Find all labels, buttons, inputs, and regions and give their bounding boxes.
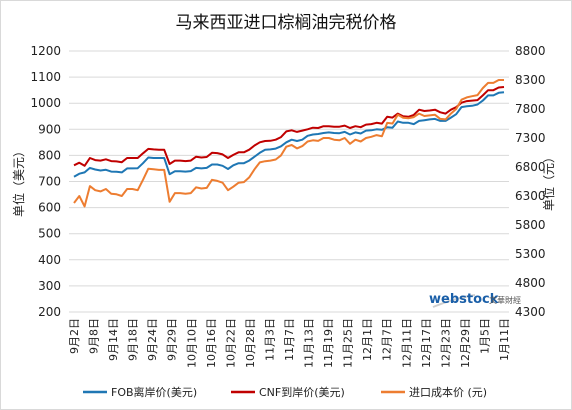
right-axis-tick-label: 8300 bbox=[515, 73, 546, 87]
x-axis-tick-label: 12月17日 bbox=[420, 318, 433, 368]
x-axis-tick-label: 9月18日 bbox=[127, 318, 140, 361]
x-axis-tick-label: 12月11日 bbox=[400, 318, 413, 368]
x-axis-tick-label: 12月7日 bbox=[381, 318, 394, 361]
series-line-1 bbox=[73, 91, 505, 178]
x-axis-tick-label: 9月29日 bbox=[166, 318, 179, 361]
legend-label: CNF到岸价(美元) bbox=[259, 386, 345, 399]
x-axis-tick-label: 9月2日 bbox=[68, 318, 81, 354]
right-axis-tick-label: 8800 bbox=[515, 44, 546, 58]
x-axis-tick-label: 9月14日 bbox=[107, 318, 120, 361]
left-axis-tick-label: 500 bbox=[38, 227, 61, 241]
grid-lines bbox=[69, 50, 509, 313]
watermark-suffix: 文華財經 bbox=[489, 295, 521, 305]
watermark-swoosh bbox=[432, 294, 476, 308]
x-axis-tick-label: 10月16日 bbox=[205, 318, 218, 368]
x-axis-tick-label: 12月1日 bbox=[361, 318, 374, 361]
x-axis-tick-label: 11月13日 bbox=[303, 318, 316, 368]
x-axis-tick-label: 10月22日 bbox=[224, 318, 237, 368]
left-axis-tick-label: 900 bbox=[38, 122, 61, 136]
x-axis-tick-label: 1月5日 bbox=[478, 318, 491, 354]
series-lines bbox=[73, 79, 505, 208]
watermark-logo: webstock 文華財經 bbox=[429, 292, 521, 308]
left-axis-tick-label: 600 bbox=[38, 201, 61, 215]
left-axis-label: 单位（美元） bbox=[11, 145, 26, 217]
x-axis-tick-label: 11月7日 bbox=[283, 318, 296, 361]
left-axis-tick-label: 700 bbox=[38, 175, 61, 189]
left-axis-tick-label: 1200 bbox=[30, 44, 61, 58]
right-axis-tick-label: 4300 bbox=[515, 305, 546, 319]
right-axis-ticks: 4300 4800 5300 5800 6300 6800 7300 7800 8300 8800 bbox=[515, 44, 546, 319]
legend-label: 进口成本价 (元) bbox=[409, 385, 487, 399]
x-axis-tick-label: 1月11日 bbox=[498, 318, 511, 361]
right-axis-tick-label: 5800 bbox=[515, 218, 546, 232]
right-axis-label: 单位（元） bbox=[541, 151, 556, 211]
x-axis-tick-label: 11月25日 bbox=[342, 318, 355, 368]
x-axis-tick-label: 12月23日 bbox=[439, 318, 452, 368]
x-axis-tick-label: 10月10日 bbox=[185, 318, 198, 368]
left-axis-ticks: 200 300 400 500 600 700 800 900 1000 1100 1200 bbox=[30, 44, 61, 319]
x-axis-tick-label: 9月8日 bbox=[88, 318, 101, 354]
chart-title: 马来西亚进口棕榈油完税价格 bbox=[176, 13, 397, 33]
right-axis-tick-label: 7800 bbox=[515, 102, 546, 116]
legend-label: FOB离岸价(美元) bbox=[111, 385, 197, 399]
left-axis-tick-label: 200 bbox=[38, 305, 61, 319]
legend: FOB离岸价(美元) CNF到岸价(美元) 进口成本价 (元) bbox=[83, 385, 487, 399]
right-axis-tick-label: 6300 bbox=[515, 189, 546, 203]
x-axis-tick-label: 9月24日 bbox=[146, 318, 159, 361]
right-axis-tick-label: 4800 bbox=[515, 276, 546, 290]
watermark-brand: webstock bbox=[429, 292, 499, 307]
x-axis-tick-label: 11月3日 bbox=[263, 318, 276, 361]
series-line-3 bbox=[73, 79, 504, 208]
left-axis-tick-label: 400 bbox=[38, 253, 61, 267]
series-line-2 bbox=[73, 86, 505, 167]
left-axis-tick-label: 300 bbox=[38, 279, 61, 293]
left-axis-tick-label: 1000 bbox=[30, 96, 61, 110]
right-axis-tick-label: 5300 bbox=[515, 247, 546, 261]
x-axis-tick-label: 10月28日 bbox=[244, 318, 257, 368]
x-axis-tick-label: 12月29日 bbox=[459, 318, 472, 368]
right-axis-tick-label: 6800 bbox=[515, 160, 546, 174]
x-axis-ticks: 9月2日 9月8日 9月14日 9月18日 9月24日 9月29日 10月10日 10月16日… bbox=[68, 318, 511, 368]
x-axis-tick-label: 11月19日 bbox=[322, 318, 335, 368]
left-axis-tick-label: 1100 bbox=[30, 70, 61, 84]
right-axis-tick-label: 7300 bbox=[515, 131, 546, 145]
left-axis-tick-label: 800 bbox=[38, 148, 61, 162]
